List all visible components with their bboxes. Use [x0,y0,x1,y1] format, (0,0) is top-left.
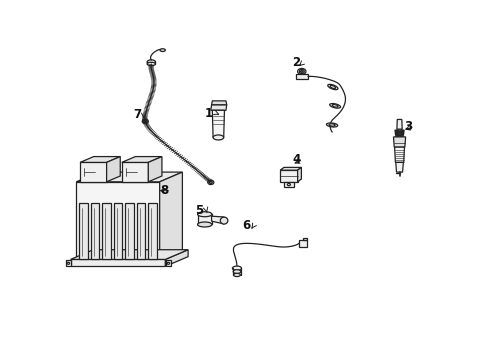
Ellipse shape [300,71,302,72]
Polygon shape [76,172,182,182]
Ellipse shape [142,119,148,123]
Text: 2: 2 [291,56,300,69]
Polygon shape [102,203,110,258]
Ellipse shape [326,123,337,127]
Ellipse shape [287,184,290,186]
Polygon shape [80,162,106,182]
Polygon shape [80,157,120,162]
Ellipse shape [167,262,169,264]
Polygon shape [280,170,297,182]
Text: 8: 8 [160,184,168,197]
Polygon shape [137,203,145,258]
Ellipse shape [299,69,304,74]
Ellipse shape [213,135,223,140]
Ellipse shape [67,262,69,264]
Ellipse shape [143,120,147,123]
Polygon shape [122,157,162,162]
Polygon shape [211,101,226,105]
Polygon shape [210,105,226,110]
Polygon shape [296,74,307,79]
Ellipse shape [327,84,337,90]
Polygon shape [66,260,70,266]
Text: 5: 5 [195,203,203,217]
Ellipse shape [232,266,241,270]
Ellipse shape [394,130,404,131]
Ellipse shape [395,135,403,137]
Ellipse shape [331,104,337,107]
Polygon shape [211,216,224,224]
Polygon shape [125,203,133,258]
Polygon shape [212,110,224,138]
Polygon shape [70,250,188,260]
Ellipse shape [394,131,403,132]
Polygon shape [284,182,293,187]
Text: 3: 3 [403,120,411,133]
Polygon shape [166,260,170,266]
Text: 4: 4 [291,153,300,166]
Polygon shape [297,167,301,182]
Ellipse shape [220,217,227,224]
Polygon shape [394,147,404,162]
Polygon shape [79,203,87,258]
Polygon shape [70,260,165,266]
Polygon shape [122,162,148,182]
Ellipse shape [160,49,165,51]
Polygon shape [280,167,301,170]
Polygon shape [76,182,159,260]
Polygon shape [148,203,156,258]
Ellipse shape [328,124,334,126]
Ellipse shape [147,60,155,64]
Ellipse shape [209,181,212,184]
Ellipse shape [395,134,403,135]
Polygon shape [393,137,405,147]
Ellipse shape [394,132,403,134]
Text: 1: 1 [204,107,213,120]
Ellipse shape [197,212,211,217]
Polygon shape [396,120,401,129]
Ellipse shape [329,86,335,89]
Ellipse shape [233,270,240,274]
Ellipse shape [207,180,213,185]
Polygon shape [159,172,182,260]
Polygon shape [106,157,120,182]
Text: 7: 7 [133,108,141,121]
Ellipse shape [297,68,305,75]
Ellipse shape [329,104,340,108]
Polygon shape [91,203,99,258]
Polygon shape [165,250,188,266]
Ellipse shape [197,222,211,227]
Polygon shape [148,157,162,182]
Polygon shape [299,240,306,247]
Polygon shape [114,203,122,258]
Polygon shape [395,162,403,172]
Polygon shape [302,238,306,240]
Text: 6: 6 [242,219,250,232]
Ellipse shape [147,62,155,66]
Ellipse shape [233,273,240,276]
Polygon shape [197,214,211,225]
